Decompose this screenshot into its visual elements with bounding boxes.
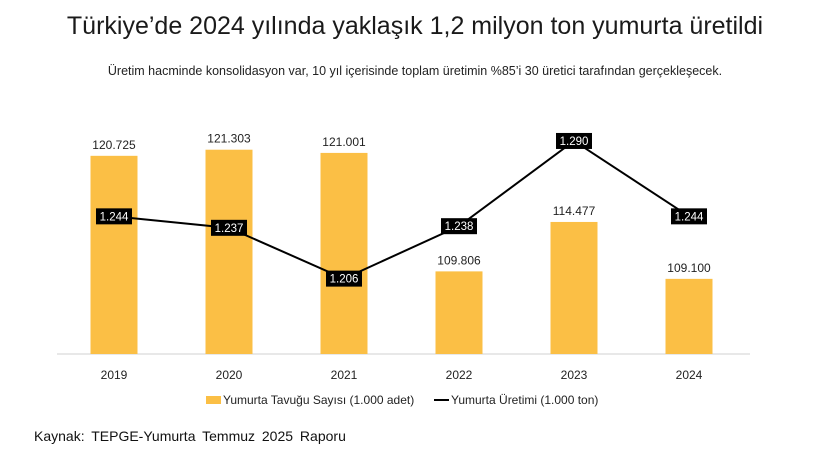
- line-label-box: [556, 132, 592, 149]
- line-label-box: [671, 208, 707, 225]
- bar-data-label: 114.477: [553, 204, 596, 218]
- line-data-label: 1.244: [100, 211, 129, 223]
- line-data-label: 1.238: [445, 221, 474, 233]
- bar: [665, 278, 713, 354]
- line-label-box: [96, 208, 132, 225]
- line-data-label: 1.244: [675, 211, 704, 223]
- bar-data-label: 121.303: [207, 132, 251, 146]
- line-data-label: 1.206: [330, 274, 359, 286]
- bar-data-label: 121.001: [322, 135, 366, 149]
- chart-title: Türkiye’de 2024 yılında yaklaşık 1,2 mil…: [66, 12, 764, 40]
- line-label-box: [441, 218, 477, 235]
- x-tick-label: 2022: [446, 368, 473, 382]
- bar: [435, 271, 483, 354]
- legend-label-line: Yumurta Üretimi (1.000 ton): [451, 393, 598, 407]
- line-label-box: [326, 270, 362, 287]
- x-tick-label: 2021: [331, 368, 358, 382]
- line-data-label: 1.290: [560, 136, 589, 148]
- line-data-label: 1.237: [215, 223, 244, 235]
- x-tick-label: 2024: [676, 368, 703, 382]
- bar: [320, 152, 368, 354]
- bar: [90, 155, 138, 354]
- production-line: [113, 139, 690, 280]
- bar-data-label: 120.725: [92, 138, 136, 152]
- x-tick-label: 2020: [216, 368, 243, 382]
- x-tick-label: 2019: [101, 368, 128, 382]
- line-label-box: [211, 219, 247, 236]
- legend-swatch-bar: [206, 396, 221, 404]
- bar-data-label: 109.806: [437, 253, 481, 267]
- chart-subtitle: Üretim hacminde konsolidasyon var, 10 yı…: [107, 64, 723, 78]
- bar-data-label: 109.100: [667, 261, 711, 275]
- bar: [205, 149, 253, 354]
- x-tick-label: 2023: [561, 368, 588, 382]
- bar: [550, 221, 598, 354]
- source-note: Kaynak: TEPGE-Yumurta Temmuz 2025 Raporu: [34, 428, 346, 444]
- legend-label-bar: Yumurta Tavuğu Sayısı (1.000 adet): [223, 393, 414, 407]
